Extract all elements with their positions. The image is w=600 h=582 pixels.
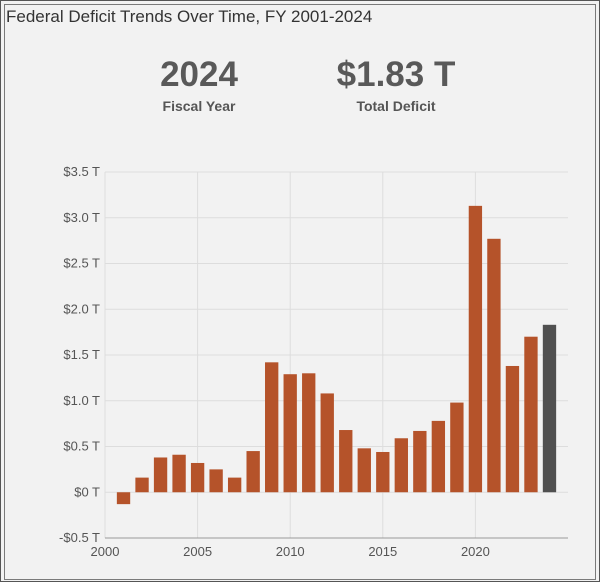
bar-2007	[227, 477, 242, 493]
y-tick-label: $1.5 T	[63, 347, 100, 362]
y-tick-label: $0.5 T	[63, 439, 100, 454]
y-tick-label: $1.0 T	[63, 393, 100, 408]
bar-2018	[431, 420, 446, 493]
bar-2015	[376, 451, 390, 493]
bar-2013	[339, 430, 353, 493]
bar-2019	[450, 402, 464, 493]
chart-title: Federal Deficit Trends Over Time, FY 200…	[6, 7, 373, 26]
y-tick-label: $3.5 T	[63, 164, 100, 179]
bar-2008	[246, 451, 260, 493]
stat-fiscal-year: 2024 Fiscal Year	[99, 55, 299, 115]
bar-2006	[209, 469, 223, 493]
bar-2012	[320, 393, 334, 493]
bar-2001	[116, 492, 131, 505]
x-tick-label: 2000	[91, 544, 120, 559]
stat-total-deficit-value: $1.83 T	[336, 55, 456, 94]
bar-2004	[172, 454, 186, 493]
bar-2014	[357, 448, 371, 493]
bar-2010	[283, 374, 297, 493]
bar-2003	[153, 457, 168, 493]
stat-total-deficit: $1.83 T Total Deficit	[296, 55, 496, 115]
bar-2020	[468, 205, 483, 493]
bar-2023	[524, 336, 538, 493]
bars	[116, 205, 557, 505]
stat-fiscal-year-value: 2024	[160, 55, 238, 94]
bar-2022	[505, 365, 520, 493]
bar-2009	[265, 362, 279, 493]
bar-2017	[413, 430, 427, 493]
x-tick-label: 2020	[461, 544, 490, 559]
bar-2002	[135, 477, 149, 493]
bar-2021	[487, 238, 501, 493]
y-tick-label: $2.0 T	[63, 301, 100, 316]
x-tick-label: 2015	[368, 544, 397, 559]
y-tick-label: $3.0 T	[63, 210, 100, 225]
stat-total-deficit-label: Total Deficit	[356, 98, 436, 114]
x-tick-label: 2010	[276, 544, 305, 559]
y-tick-label: -$0.5 T	[59, 530, 100, 545]
y-tick-label: $2.5 T	[63, 256, 100, 271]
bar-2024	[542, 324, 557, 493]
axes: -$0.5 T $0 T $0.5 T $1.0 T $1.5 T $2.0 T $2.5 …	[59, 164, 568, 559]
bar-2011	[302, 373, 316, 493]
y-tick-label: $0 T	[74, 484, 100, 499]
bar-2016	[394, 438, 408, 493]
bar-2005	[190, 462, 205, 493]
x-tick-label: 2005	[183, 544, 212, 559]
stat-fiscal-year-label: Fiscal Year	[162, 98, 236, 114]
